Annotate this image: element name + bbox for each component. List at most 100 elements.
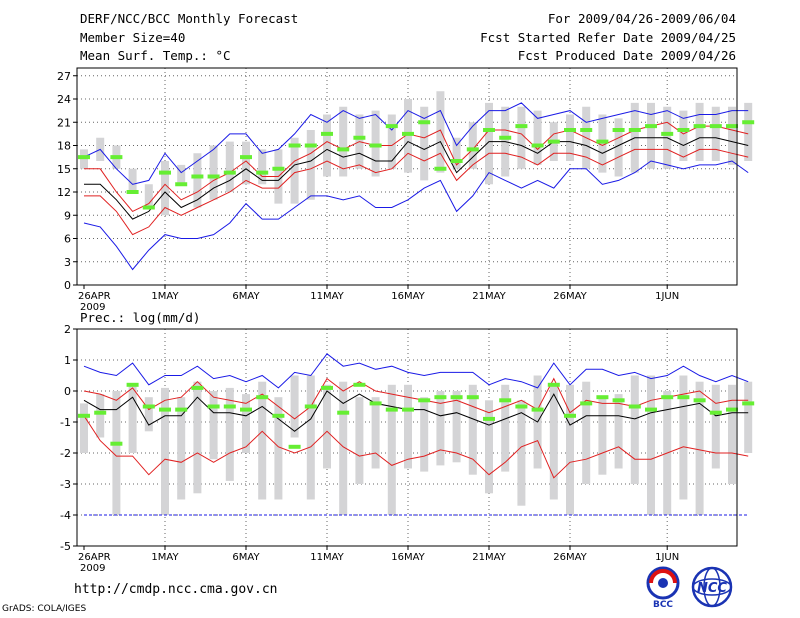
spread-box (517, 106, 526, 169)
member-marker (126, 190, 139, 194)
member-marker (191, 385, 204, 390)
member-marker (142, 205, 155, 210)
member-size-label: Member Size=40 (80, 30, 186, 45)
y-tick-label: -1 (60, 416, 71, 429)
spread-box (728, 106, 736, 165)
member-marker (466, 395, 479, 400)
y-tick-label: 21 (57, 116, 71, 129)
x-tick-label: 1JUN (655, 552, 679, 563)
spread-box (387, 384, 396, 515)
member-marker (499, 398, 512, 403)
spread-box (517, 400, 526, 506)
spread-box (128, 168, 137, 192)
forecast-range-label: For 2009/04/26-2009/06/04 (547, 11, 736, 26)
spread-box (695, 102, 704, 161)
member-marker (677, 395, 690, 400)
member-marker (159, 407, 171, 412)
spread-box (112, 391, 121, 515)
series-inner-low (84, 148, 749, 236)
spread-box (225, 387, 234, 481)
member-marker (483, 416, 495, 421)
x-tick-label: 1MAY (151, 291, 179, 302)
member-marker (434, 395, 447, 400)
member-marker (612, 128, 625, 132)
y-tick-label: -4 (60, 509, 71, 522)
x-tick-sublabel: 2009 (80, 563, 105, 574)
member-marker (304, 404, 317, 409)
member-marker (223, 404, 236, 409)
spread-box (647, 102, 655, 169)
spread-box (485, 400, 493, 494)
member-marker (288, 444, 301, 449)
spread-box (468, 122, 477, 169)
member-marker (175, 407, 188, 412)
member-marker (709, 124, 722, 129)
bcc-logo: BCC (646, 566, 680, 609)
spread-box (355, 397, 364, 484)
member-marker (661, 395, 674, 400)
spread-box (258, 381, 267, 500)
member-marker (256, 395, 269, 400)
member-marker (515, 404, 528, 409)
spread-box (468, 384, 477, 475)
y-tick-label: 18 (57, 140, 71, 153)
member-marker (693, 124, 706, 129)
member-marker (78, 155, 90, 160)
source-url[interactable]: http://cmdp.ncc.cma.gov.cn (74, 582, 278, 597)
member-marker (321, 131, 333, 136)
member-marker (353, 135, 366, 140)
member-marker (742, 401, 755, 406)
member-marker (418, 398, 431, 403)
x-tick-label: 16MAY (391, 291, 425, 302)
member-marker (402, 407, 414, 412)
spread-box (420, 106, 429, 181)
member-marker (353, 382, 366, 387)
spread-box (209, 391, 218, 460)
spread-box (306, 375, 315, 500)
x-tick-label: 11MAY (310, 552, 344, 563)
spread-box (436, 391, 445, 466)
spread-box (744, 102, 753, 161)
spread-box (452, 391, 461, 463)
member-marker (726, 407, 738, 412)
started-refer-date-label: Fcst Started Refer Date 2009/04/25 (480, 30, 736, 45)
member-marker (256, 170, 269, 175)
member-marker (645, 407, 657, 412)
spread-box (144, 397, 153, 432)
member-marker (580, 128, 593, 132)
produced-date-label: Fcst Produced Date 2009/04/26 (517, 48, 736, 63)
series-outer-high (83, 102, 749, 185)
spread-box (161, 387, 169, 515)
spread-box (144, 184, 153, 208)
member-marker (628, 128, 641, 132)
y-tick-label: 3 (64, 256, 71, 269)
member-marker (159, 170, 171, 175)
spread-box (225, 141, 234, 192)
member-marker (580, 401, 593, 406)
spread-box (679, 375, 688, 500)
plot-frame (76, 328, 738, 547)
y-tick-label: -5 (60, 540, 71, 553)
spread-box (193, 153, 202, 208)
spread-box (323, 114, 331, 177)
series-outer-high (83, 353, 749, 389)
member-marker (483, 128, 495, 132)
member-marker (304, 143, 317, 148)
x-tick-label: 26APR (78, 291, 111, 302)
spread-box (711, 106, 720, 161)
spread-box (744, 381, 753, 453)
spread-box (598, 397, 607, 475)
ncc-logo-text: NCC (697, 581, 727, 596)
member-marker (207, 174, 220, 179)
spread-box (193, 381, 202, 494)
member-marker (726, 124, 738, 129)
spread-box (387, 114, 396, 169)
member-marker (385, 407, 398, 412)
y-tick-label: 1 (64, 354, 71, 367)
spread-box (290, 137, 299, 204)
spread-box (695, 381, 704, 515)
member-marker (547, 382, 560, 387)
member-marker (126, 382, 139, 387)
member-marker (661, 131, 674, 136)
spread-box (339, 381, 348, 515)
